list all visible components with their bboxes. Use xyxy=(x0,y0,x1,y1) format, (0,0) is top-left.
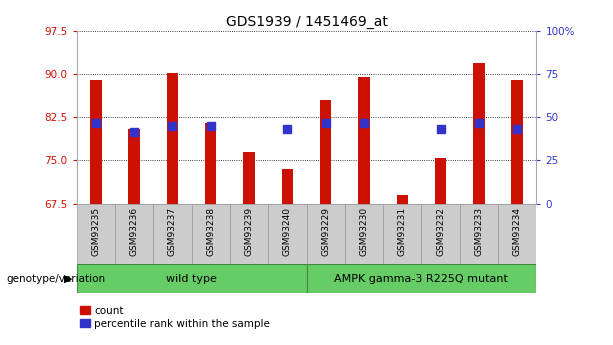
Point xyxy=(436,126,446,131)
Text: GSM93229: GSM93229 xyxy=(321,207,330,256)
Text: GSM93232: GSM93232 xyxy=(436,207,445,256)
Bar xyxy=(281,169,293,204)
Bar xyxy=(243,152,255,204)
FancyBboxPatch shape xyxy=(422,204,460,264)
Bar xyxy=(320,100,332,204)
Bar xyxy=(397,195,408,204)
Point xyxy=(129,129,139,135)
FancyBboxPatch shape xyxy=(77,204,115,264)
FancyBboxPatch shape xyxy=(77,264,306,293)
FancyBboxPatch shape xyxy=(230,204,268,264)
Point xyxy=(91,120,101,126)
Text: GSM93234: GSM93234 xyxy=(512,207,522,256)
Point xyxy=(167,123,177,129)
Text: ▶: ▶ xyxy=(64,274,73,284)
Point xyxy=(474,120,484,126)
Bar xyxy=(473,63,485,204)
Point xyxy=(321,120,330,126)
Point xyxy=(512,126,522,131)
FancyBboxPatch shape xyxy=(153,204,191,264)
Bar xyxy=(128,129,140,204)
Text: GSM93231: GSM93231 xyxy=(398,207,407,256)
FancyBboxPatch shape xyxy=(191,204,230,264)
FancyBboxPatch shape xyxy=(268,204,306,264)
Bar xyxy=(511,80,523,204)
Text: GSM93237: GSM93237 xyxy=(168,207,177,256)
Bar xyxy=(167,73,178,204)
Bar xyxy=(358,77,370,204)
Text: GSM93238: GSM93238 xyxy=(206,207,215,256)
FancyBboxPatch shape xyxy=(306,204,345,264)
FancyBboxPatch shape xyxy=(498,204,536,264)
Text: GSM93230: GSM93230 xyxy=(359,207,368,256)
FancyBboxPatch shape xyxy=(345,204,383,264)
FancyBboxPatch shape xyxy=(306,264,536,293)
Text: AMPK gamma-3 R225Q mutant: AMPK gamma-3 R225Q mutant xyxy=(335,274,508,284)
Bar xyxy=(90,80,102,204)
Title: GDS1939 / 1451469_at: GDS1939 / 1451469_at xyxy=(226,14,387,29)
Text: genotype/variation: genotype/variation xyxy=(6,274,105,284)
Point xyxy=(206,123,216,129)
Text: GSM93236: GSM93236 xyxy=(129,207,139,256)
Text: GSM93233: GSM93233 xyxy=(474,207,484,256)
FancyBboxPatch shape xyxy=(383,204,422,264)
FancyBboxPatch shape xyxy=(115,204,153,264)
Legend: count, percentile rank within the sample: count, percentile rank within the sample xyxy=(75,302,275,333)
FancyBboxPatch shape xyxy=(460,204,498,264)
Text: GSM93239: GSM93239 xyxy=(245,207,254,256)
Text: GSM93235: GSM93235 xyxy=(91,207,101,256)
Point xyxy=(283,126,292,131)
Bar xyxy=(205,123,216,204)
Text: wild type: wild type xyxy=(166,274,217,284)
Bar xyxy=(435,158,446,204)
Text: GSM93240: GSM93240 xyxy=(283,207,292,256)
Point xyxy=(359,120,369,126)
